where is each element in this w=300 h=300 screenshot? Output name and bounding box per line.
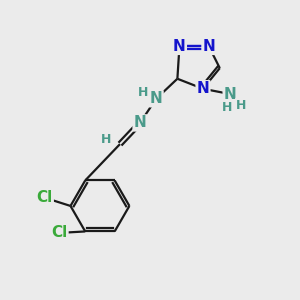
Text: H: H	[100, 133, 111, 146]
Text: Cl: Cl	[37, 190, 53, 205]
Text: H: H	[222, 101, 232, 114]
Text: N: N	[173, 39, 186, 54]
Text: N: N	[134, 116, 146, 130]
Text: N: N	[202, 39, 215, 54]
Text: H: H	[138, 86, 148, 99]
Text: N: N	[150, 91, 163, 106]
Text: H: H	[236, 99, 247, 112]
Text: N: N	[224, 87, 236, 102]
Text: Cl: Cl	[51, 225, 68, 240]
Text: N: N	[196, 81, 209, 96]
